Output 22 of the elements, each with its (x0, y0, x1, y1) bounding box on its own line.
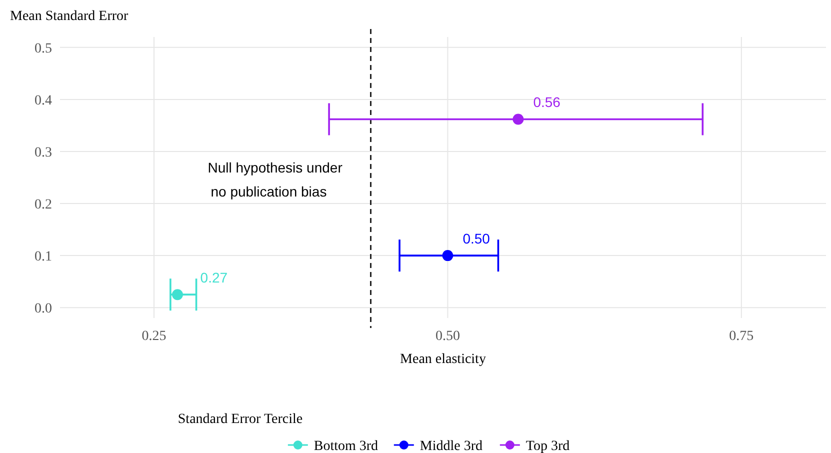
x-tick-label: 0.50 (435, 329, 460, 344)
point (172, 289, 183, 300)
x-tick-label: 0.25 (142, 329, 166, 344)
y-axis-title: Mean Standard Error (10, 9, 129, 24)
annotation: 0.27 (200, 270, 228, 286)
legend-label: Top 3rd (526, 439, 570, 453)
y-tick-label: 0.2 (34, 198, 52, 213)
point (512, 114, 524, 125)
y-tick-label: 0.5 (34, 41, 52, 56)
legend-title: Standard Error Tercile (178, 412, 303, 427)
y-tick-label: 0.3 (34, 145, 52, 160)
x-axis-title: Mean elasticity (400, 352, 486, 367)
ref-line-label: Null hypothesis under no publication bias (208, 159, 343, 200)
y-tick-label: 0.4 (34, 93, 52, 108)
y-tick-label: 0.0 (34, 302, 52, 317)
x-tick-label: 0.75 (729, 329, 754, 344)
annotation: 0.50 (462, 230, 490, 247)
annotation: 0.56 (533, 94, 561, 110)
y-tick-label: 0.1 (34, 250, 52, 265)
legend-label: Middle 3rd (420, 439, 483, 453)
point (442, 250, 454, 262)
legend-label: Bottom 3rd (314, 439, 378, 453)
